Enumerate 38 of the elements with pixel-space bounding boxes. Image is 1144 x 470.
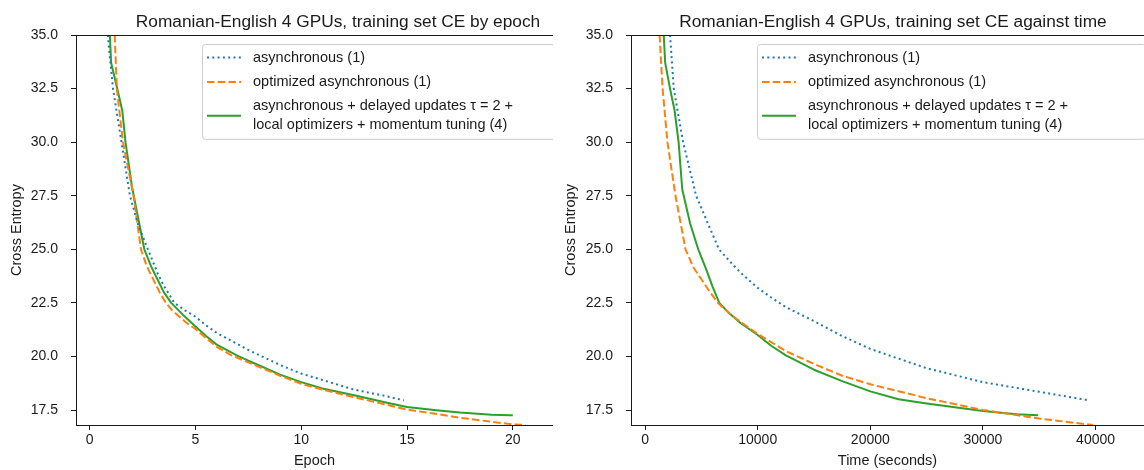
x-axis-title: Time (seconds) [837, 452, 938, 469]
y-axis-title: Cross Entropy [561, 183, 578, 276]
x-tick-label: 15 [399, 431, 416, 448]
x-tick-label: 5 [191, 431, 200, 448]
y-tick-label: 30.0 [30, 133, 59, 149]
y-tick-label: 32.5 [30, 79, 59, 96]
y-tick-label: 35.0 [30, 25, 59, 42]
y-tick-label: 35.0 [585, 25, 614, 42]
y-tick-label: 30.0 [585, 133, 614, 149]
x-tick-label: 0 [641, 431, 650, 448]
y-tick-label: 17.5 [30, 400, 59, 417]
chart-title: Romanian-English 4 GPUs, training set CE against time [679, 11, 1107, 31]
y-tick-label: 25.0 [30, 240, 59, 257]
x-tick-label: 30000 [963, 431, 1003, 448]
x-tick-label: 10000 [738, 431, 778, 448]
legend-label: optimized asynchronous (1) [808, 72, 987, 89]
legend-label: asynchronous + delayed updates τ = 2 + local optimizers + momentum tuning (4) [253, 97, 514, 133]
y-tick-label: 27.5 [585, 186, 614, 203]
legend-label: asynchronous (1) [808, 48, 921, 65]
legend-label: optimized asynchronous (1) [253, 72, 432, 89]
y-tick-label: 20.0 [585, 347, 614, 364]
y-tick-label: 22.5 [585, 293, 614, 310]
x-tick-label: 10 [293, 431, 310, 448]
y-tick-label: 22.5 [30, 293, 59, 310]
legend-label: asynchronous + delayed updates τ = 2 + local optimizers + momentum tuning (4) [808, 97, 1069, 133]
x-tick-label: 20000 [850, 431, 890, 448]
y-tick-label: 27.5 [30, 186, 59, 203]
y-tick-label: 25.0 [585, 240, 614, 257]
y-tick-label: 20.0 [30, 347, 59, 364]
y-tick-label: 17.5 [585, 400, 614, 417]
x-tick-label: 20 [505, 431, 521, 448]
y-tick-label: 32.5 [585, 79, 614, 96]
y-axis-title: Cross Entropy [7, 183, 24, 276]
chart-title: Romanian-English 4 GPUs, training set CE by epoch [135, 11, 541, 31]
x-tick-label: 0 [85, 431, 94, 448]
legend-label: asynchronous (1) [253, 48, 366, 65]
x-axis-title: Epoch [293, 452, 336, 469]
x-tick-label: 40000 [1076, 431, 1116, 448]
